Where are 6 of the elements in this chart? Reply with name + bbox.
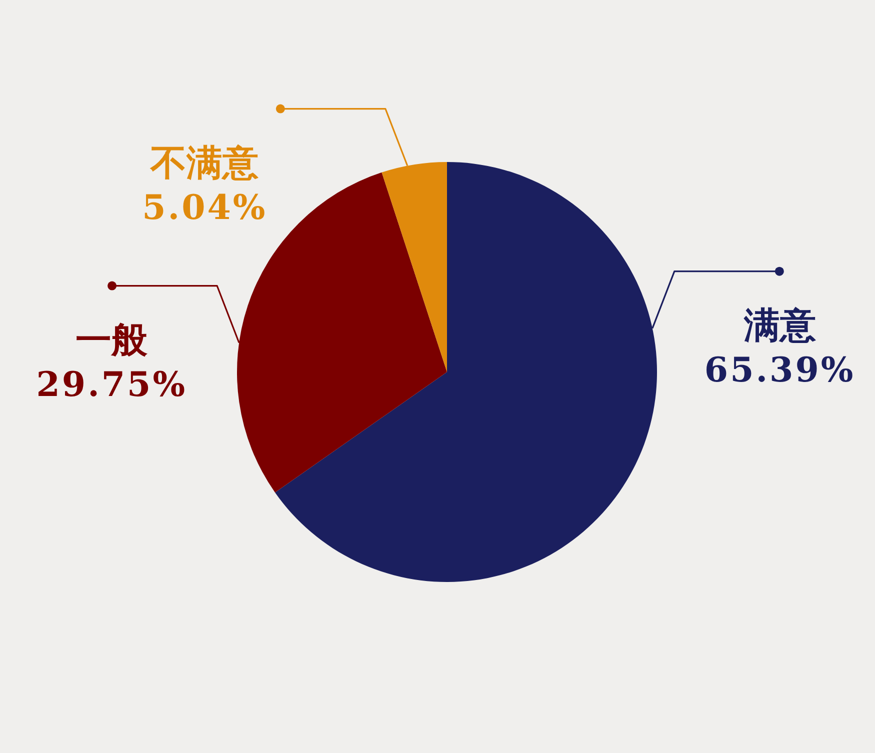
- slice-label: 一般: [76, 318, 149, 361]
- slice-label: 不满意: [150, 142, 259, 184]
- data-label: 5.04%: [142, 188, 268, 228]
- data-label: 65.39%: [704, 350, 856, 390]
- data-label: 29.75%: [36, 364, 188, 405]
- slice-label: 满意: [742, 304, 816, 346]
